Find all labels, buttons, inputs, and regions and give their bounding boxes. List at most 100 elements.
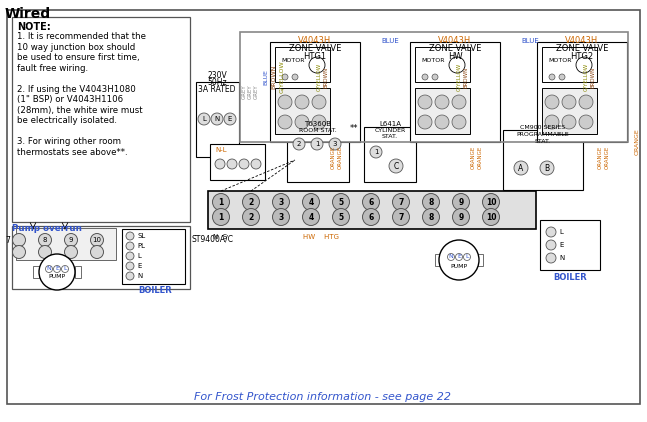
Circle shape (452, 115, 466, 129)
Circle shape (311, 138, 323, 150)
Text: be electrically isolated.: be electrically isolated. (17, 116, 117, 125)
Text: ZONE VALVE: ZONE VALVE (289, 44, 341, 53)
Circle shape (435, 115, 449, 129)
Text: 7: 7 (6, 235, 10, 244)
Circle shape (418, 95, 432, 109)
Circle shape (293, 138, 305, 150)
Text: 1: 1 (219, 213, 224, 222)
Text: 8: 8 (428, 197, 433, 206)
Text: STAT.: STAT. (382, 134, 398, 139)
Circle shape (483, 194, 499, 211)
Text: **: ** (350, 124, 358, 133)
Bar (287, 127, 349, 182)
Circle shape (579, 115, 593, 129)
Text: N: N (137, 273, 142, 279)
Text: 2: 2 (248, 197, 254, 206)
Text: 2: 2 (297, 141, 302, 147)
Bar (477, 254, 483, 266)
Circle shape (540, 161, 554, 175)
Circle shape (312, 95, 326, 109)
Text: ZONE VALVE: ZONE VALVE (429, 44, 481, 53)
Circle shape (54, 265, 61, 273)
Text: 5: 5 (338, 213, 344, 222)
Text: PROGRAMMABLE: PROGRAMMABLE (517, 132, 569, 137)
Text: 7: 7 (399, 197, 404, 206)
Bar (542, 47, 597, 82)
Text: 50Hz: 50Hz (207, 78, 227, 87)
Text: 10: 10 (486, 213, 496, 222)
Text: L: L (465, 254, 468, 260)
Circle shape (126, 252, 134, 260)
Bar (210, 144, 265, 180)
Circle shape (295, 115, 309, 129)
Text: HTG1: HTG1 (303, 52, 327, 61)
Circle shape (39, 233, 52, 246)
Text: N: N (559, 255, 564, 261)
Text: 6: 6 (368, 213, 373, 222)
Circle shape (422, 208, 439, 225)
Text: (1" BSP) or V4043H1106: (1" BSP) or V4043H1106 (17, 95, 123, 104)
Text: ORANGE: ORANGE (338, 145, 342, 169)
Circle shape (309, 57, 325, 73)
Text: 2. If using the V4043H1080: 2. If using the V4043H1080 (17, 84, 136, 94)
Text: BOILER: BOILER (553, 273, 587, 282)
Text: E: E (137, 263, 142, 269)
Circle shape (362, 194, 380, 211)
Circle shape (389, 159, 403, 173)
Circle shape (333, 208, 349, 225)
Text: 1. It is recommended that the: 1. It is recommended that the (17, 32, 146, 41)
Text: PUMP: PUMP (450, 263, 468, 268)
Text: 4: 4 (309, 213, 314, 222)
Text: 10 way junction box should: 10 way junction box should (17, 43, 135, 51)
Circle shape (393, 208, 410, 225)
Text: E: E (55, 267, 59, 271)
Text: 3: 3 (278, 197, 283, 206)
Text: GREY: GREY (241, 85, 247, 99)
Circle shape (65, 246, 78, 259)
Text: GREY: GREY (248, 85, 252, 99)
Text: ZONE VALVE: ZONE VALVE (556, 44, 608, 53)
Circle shape (393, 194, 410, 211)
Text: BROWN: BROWN (272, 65, 276, 89)
Text: 8: 8 (43, 236, 47, 243)
Circle shape (91, 233, 104, 246)
Bar (12, 17, 190, 222)
Circle shape (198, 113, 210, 125)
Bar (75, 266, 81, 278)
Circle shape (432, 74, 438, 80)
Bar (33, 266, 39, 278)
Text: A: A (518, 163, 523, 173)
Text: 7: 7 (399, 213, 404, 222)
Text: G/YELLOW: G/YELLOW (584, 63, 589, 91)
Bar (415, 88, 470, 134)
Bar (12, 226, 190, 289)
Text: G/YELLOW: G/YELLOW (316, 63, 322, 91)
Text: SL: SL (137, 233, 145, 239)
Circle shape (333, 194, 349, 211)
Text: ORANGE: ORANGE (597, 145, 602, 169)
Text: 1: 1 (374, 149, 378, 155)
Circle shape (362, 208, 380, 225)
Circle shape (514, 161, 528, 175)
Text: 230V: 230V (207, 71, 227, 80)
Text: BROWN: BROWN (324, 66, 329, 88)
Text: N: N (214, 116, 219, 122)
Text: fault free wiring.: fault free wiring. (17, 63, 88, 73)
Text: GREY: GREY (254, 85, 259, 99)
Text: HTG2: HTG2 (571, 52, 593, 61)
Circle shape (211, 113, 223, 125)
Text: L: L (63, 267, 67, 271)
Text: ROOM STAT.: ROOM STAT. (299, 128, 337, 133)
Text: Wired: Wired (5, 7, 51, 21)
Text: L: L (559, 229, 563, 235)
Circle shape (370, 146, 382, 158)
Circle shape (448, 254, 454, 260)
Text: 3: 3 (278, 213, 283, 222)
Bar (542, 88, 597, 134)
Text: PL: PL (137, 243, 145, 249)
Text: BLUE: BLUE (521, 38, 539, 44)
Text: NOTE:: NOTE: (17, 22, 50, 32)
Circle shape (91, 246, 104, 259)
Circle shape (559, 74, 565, 80)
Text: 1: 1 (219, 197, 224, 206)
